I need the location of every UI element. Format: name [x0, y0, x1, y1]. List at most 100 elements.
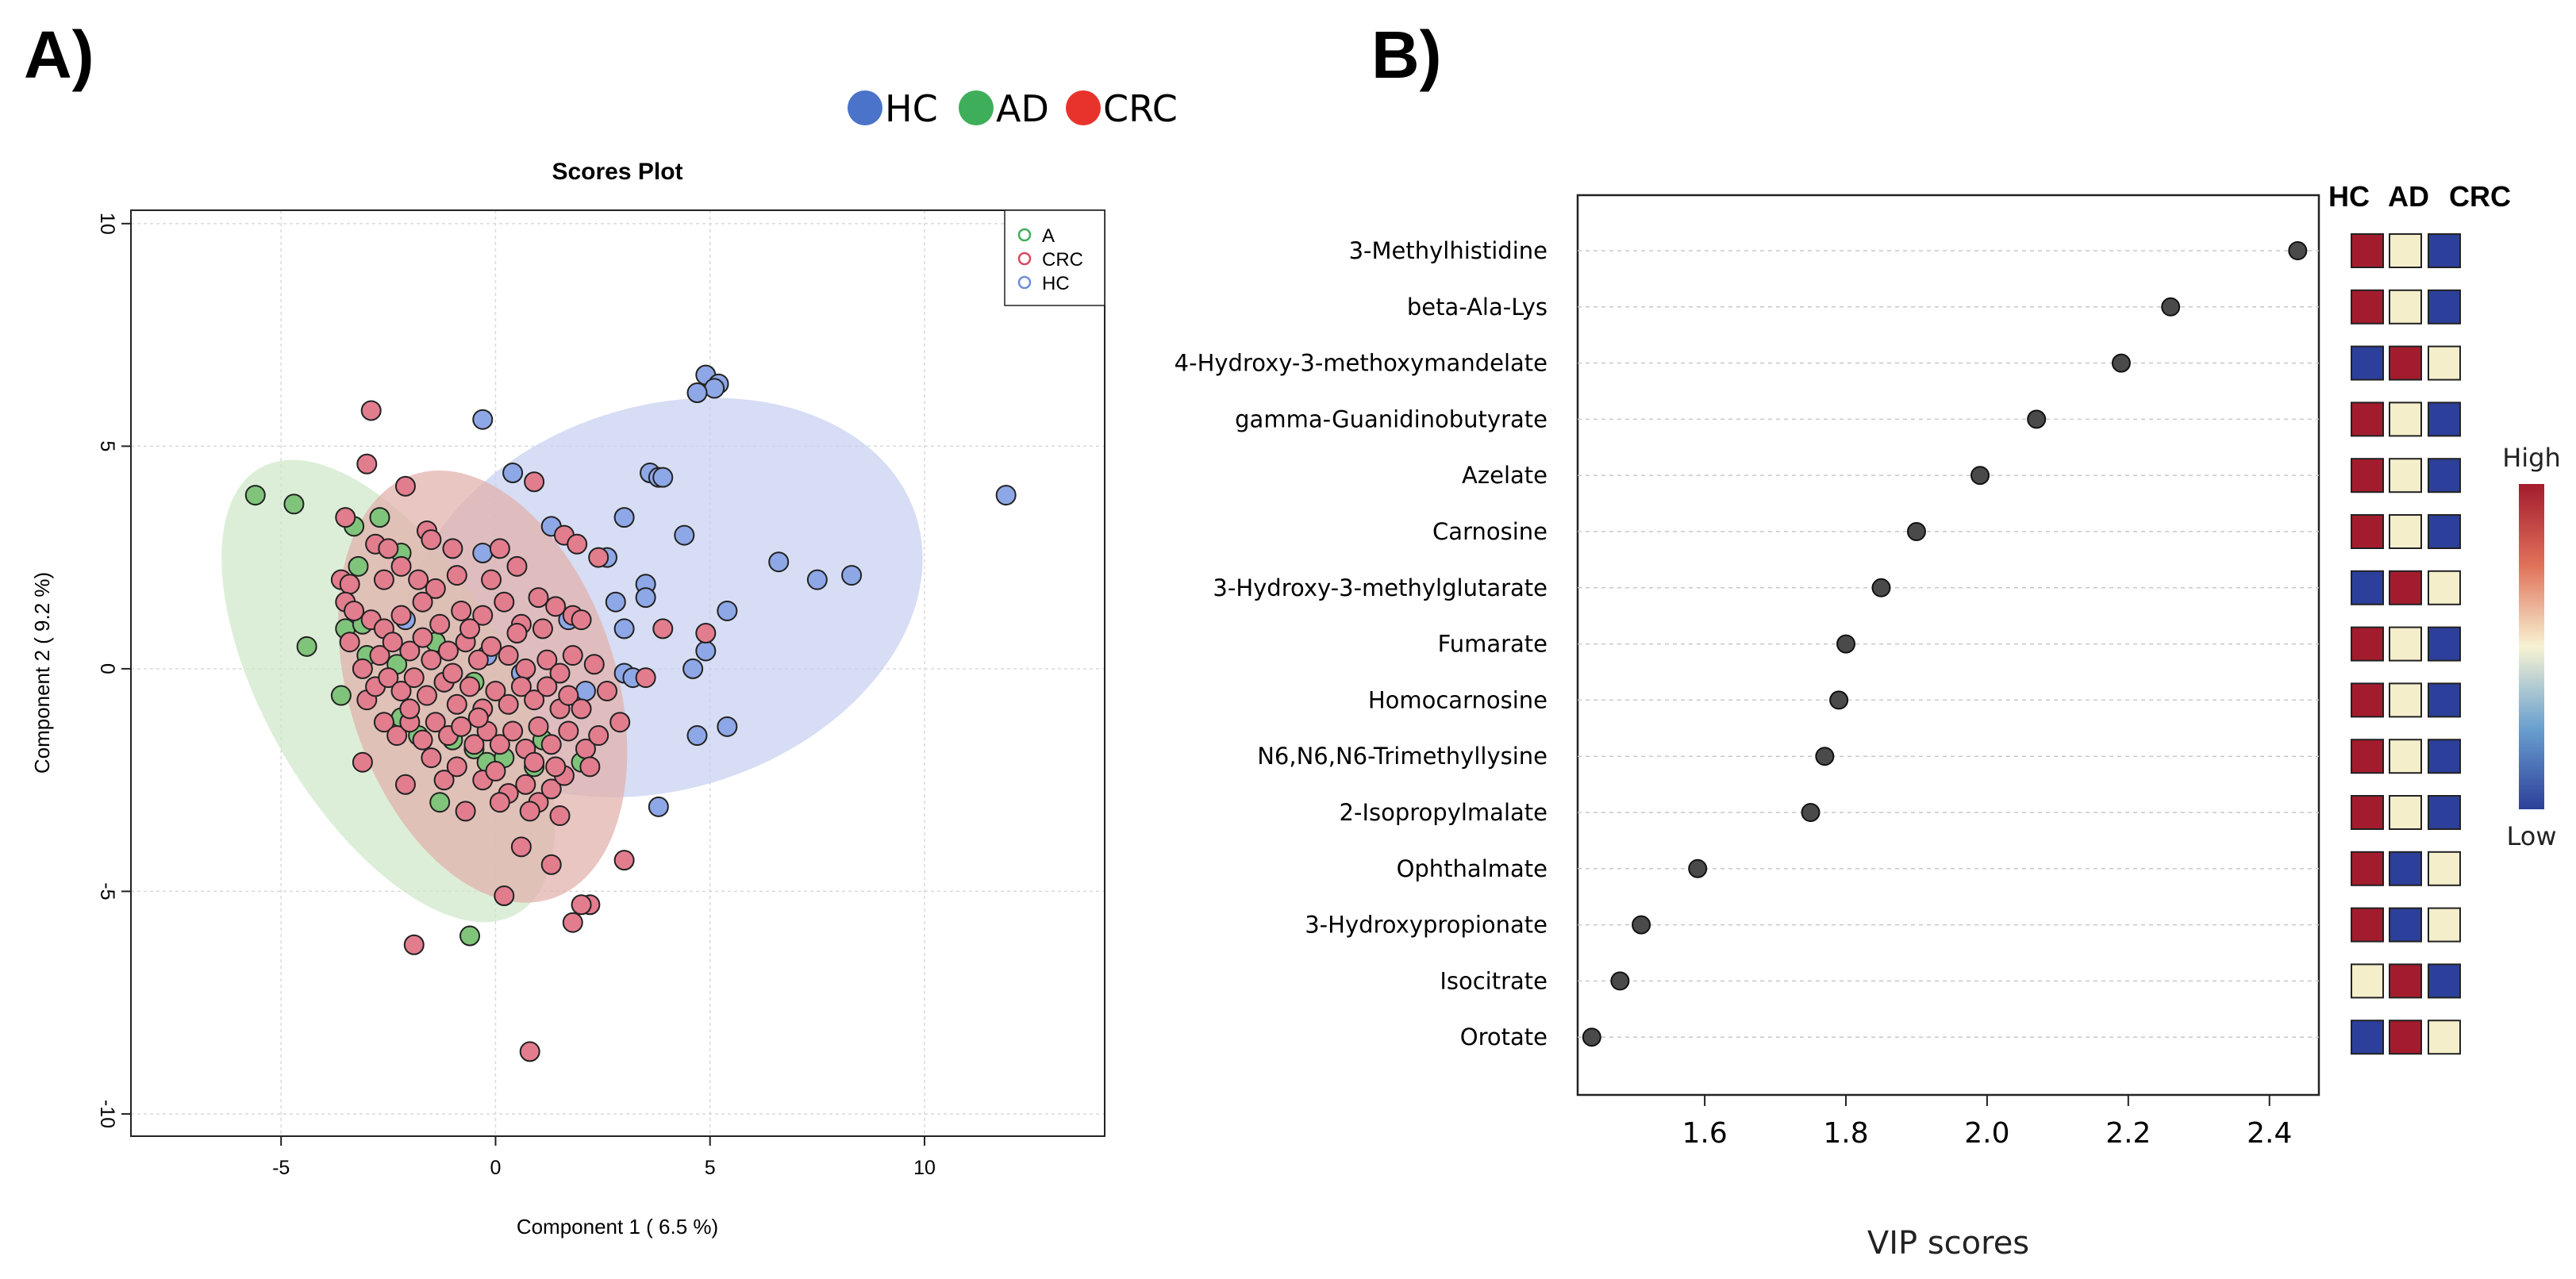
point-crc — [695, 623, 717, 644]
point-crc — [455, 801, 476, 822]
point-crc — [339, 574, 360, 595]
heatmap-cell-n6-n6-n6-trimethyllysine-hc — [2351, 739, 2384, 774]
point-hc — [635, 587, 656, 609]
point-hc — [502, 463, 524, 484]
point-crc — [467, 707, 489, 728]
group-legend-label-hc: HC — [885, 87, 938, 130]
point-crc — [588, 547, 609, 568]
point-hc — [686, 725, 708, 747]
colorbar-low-label: Low — [2506, 821, 2556, 851]
point-a — [296, 636, 317, 657]
point-crc — [437, 640, 459, 662]
heatmap-cell-gamma-guanidinobutyrate-crc — [2428, 401, 2461, 437]
point-crc — [433, 770, 455, 791]
vip-point-orotate — [1582, 1027, 1601, 1047]
heatmap-col-crc: CRC — [2449, 180, 2511, 213]
vip-label-2-isopropylmalate: 2-Isopropylmalate — [1340, 799, 1548, 826]
heatmap-cell-azelate-hc — [2351, 458, 2384, 494]
point-crc — [515, 774, 536, 795]
vip-point-gamma-guanidinobutyrate — [2027, 409, 2047, 429]
point-crc — [421, 649, 442, 670]
point-crc — [429, 613, 451, 635]
point-crc — [540, 854, 562, 875]
colorbar-gradient — [2519, 484, 2544, 809]
point-crc — [532, 618, 553, 640]
group-legend-swatch-ad — [959, 90, 994, 125]
point-hc — [472, 409, 494, 430]
heatmap-header: HC AD CRC — [2328, 180, 2511, 213]
point-hc — [575, 680, 596, 701]
point-crc — [562, 912, 583, 933]
vip-point-ophthalmate — [1688, 858, 1708, 878]
point-crc — [390, 555, 412, 577]
point-crc — [446, 693, 467, 715]
point-a — [369, 507, 390, 528]
heatmap-cell-fumarate-crc — [2428, 626, 2461, 662]
heatmap-cell-homocarnosine-crc — [2428, 682, 2461, 718]
vip-point-azelate — [1970, 466, 1990, 486]
heatmap-cell-fumarate-hc — [2351, 626, 2384, 662]
point-hc — [806, 569, 828, 590]
point-crc — [442, 663, 463, 684]
heatmap-cell-isocitrate-ad — [2389, 963, 2422, 999]
point-crc — [567, 533, 588, 555]
heatmap-cell-carnosine-crc — [2428, 514, 2461, 549]
point-crc — [502, 720, 524, 742]
vip-label-fumarate: Fumarate — [1438, 631, 1548, 658]
vip-plot-frame — [1576, 194, 2320, 1097]
vip-label-4-hydroxy-3-methoxymandelate: 4-Hydroxy-3-methoxymandelate — [1175, 350, 1548, 377]
point-crc — [489, 734, 510, 755]
heatmap-cell-3-hydroxy-3-methylglutarate-hc — [2351, 570, 2384, 605]
point-hc — [652, 467, 674, 488]
point-crc — [588, 725, 609, 747]
point-crc — [545, 756, 567, 778]
point-hc — [717, 716, 738, 737]
point-crc — [528, 716, 549, 737]
point-crc — [579, 756, 601, 778]
scores-plot: Scores Plot -5 0 5 10 -10 -5 0 5 10 Component 1 … — [30, 159, 1105, 1239]
point-crc — [510, 836, 532, 858]
scores-legend-label-a: A — [1042, 225, 1055, 247]
point-crc — [489, 538, 510, 559]
point-crc — [528, 587, 549, 609]
heatmap-cell-n6-n6-n6-trimethyllysine-crc — [2428, 739, 2461, 774]
vip-point-beta-ala-lys — [2161, 297, 2181, 317]
point-crc — [652, 618, 674, 640]
point-crc — [378, 667, 399, 689]
point-hc — [613, 507, 635, 528]
point-crc — [613, 850, 635, 871]
heatmap-cell-3-hydroxypropionate-hc — [2351, 907, 2384, 943]
point-crc — [421, 747, 442, 769]
point-crc — [571, 894, 592, 916]
vip-point-3-hydroxy-3-methylglutarate — [1871, 578, 1891, 597]
vip-label-azelate: Azelate — [1462, 462, 1548, 489]
point-hc — [695, 640, 717, 662]
point-a — [283, 494, 305, 515]
point-a — [244, 485, 266, 506]
point-crc — [390, 680, 412, 701]
vip-point-fumarate — [1836, 634, 1856, 654]
point-crc — [369, 645, 390, 666]
point-crc — [382, 632, 403, 653]
heatmap-cell-carnosine-ad — [2389, 514, 2422, 549]
point-a — [330, 685, 352, 706]
scores-y-tick-label: 0 — [96, 663, 118, 674]
heatmap-cell-beta-ala-lys-hc — [2351, 289, 2384, 325]
vip-label-gamma-guanidinobutyrate: gamma-Guanidinobutyrate — [1235, 405, 1548, 432]
vip-plot: 3-Methylhistidine beta-Ala-Lys 4-Hydroxy-3… — [1175, 180, 2561, 1262]
point-crc — [352, 751, 373, 773]
heatmap-cell-homocarnosine-hc — [2351, 682, 2384, 718]
vip-point-3-hydroxypropionate — [1632, 915, 1651, 935]
vip-point-carnosine — [1906, 522, 1926, 541]
vip-point-homocarnosine — [1829, 690, 1849, 710]
heatmap-colorbar: High Low — [2502, 443, 2561, 851]
vip-label-ophthalmate: Ophthalmate — [1397, 855, 1548, 882]
vip-point-4-hydroxy-3-methoxymandelate — [2111, 353, 2131, 373]
point-crc — [562, 645, 583, 666]
scores-x-tick-label: 5 — [705, 1157, 716, 1179]
scores-y-tick-label: 5 — [96, 440, 118, 451]
point-crc — [558, 720, 579, 742]
point-crc — [481, 636, 502, 657]
point-hc — [686, 382, 708, 404]
heatmap-cell-fumarate-ad — [2389, 626, 2422, 662]
